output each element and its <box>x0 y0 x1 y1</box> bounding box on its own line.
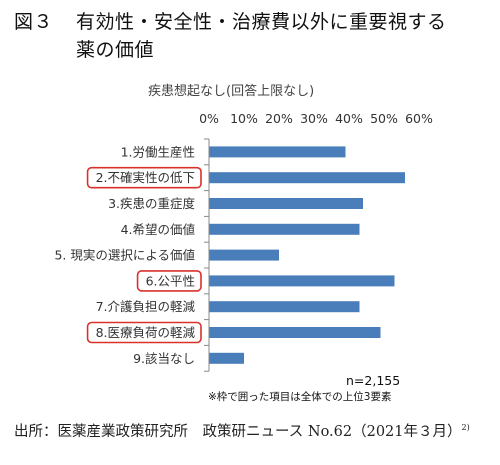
highlight-box <box>86 166 202 189</box>
sample-size-note: n=2,155 <box>346 373 401 388</box>
bar <box>209 172 405 184</box>
bar <box>209 198 363 209</box>
highlight-box <box>136 270 202 292</box>
x-tick-label: 30% <box>300 111 328 126</box>
figure-title-line1: 有効性・安全性・治療費以外に重要視する <box>76 11 447 33</box>
source-text: 出所：医薬産業政策研究所 政策研ニュース No.62（2021年３月） <box>14 423 462 440</box>
bar <box>209 249 279 261</box>
highlight-note: ※枠で囲った項目は全体での上位3要素 <box>208 391 392 403</box>
bar <box>209 301 360 313</box>
x-tick-label: 60% <box>405 111 433 126</box>
category-label: 6.公平性 <box>146 273 195 288</box>
x-tick-label: 0% <box>199 111 219 126</box>
category-label: 4.希望の価値 <box>121 222 195 237</box>
bar <box>209 223 360 235</box>
category-label: 3.疾患の重症度 <box>108 196 195 211</box>
bar <box>209 275 395 287</box>
chart-title: 疾患想起なし(回答上限なし) <box>148 84 315 99</box>
bar <box>209 352 244 364</box>
source-citation: 出所：医薬産業政策研究所 政策研ニュース No.62（2021年３月）2) <box>14 417 494 443</box>
figure-title-line2: 薬の価値 <box>76 39 155 61</box>
bar <box>209 146 346 158</box>
source-footnote-ref: 2) <box>461 423 470 432</box>
x-tick-label: 50% <box>370 111 398 126</box>
category-label: 9.該当なし <box>133 351 195 366</box>
x-tick-label: 40% <box>335 111 363 126</box>
category-label: 2.不確実性の低下 <box>96 170 195 185</box>
category-label: 5. 現実の選択による価値 <box>54 248 195 263</box>
category-label: 1.労働生産性 <box>121 144 195 159</box>
x-tick-label: 10% <box>230 111 258 126</box>
category-label: 8.医療負荷の軽減 <box>96 325 196 340</box>
category-label: 7.介護負担の軽減 <box>96 299 196 314</box>
highlight-box <box>86 321 202 344</box>
bar <box>209 327 381 338</box>
x-tick-label: 20% <box>265 111 293 126</box>
figure-label: 図３ <box>14 11 54 33</box>
figure-title: 図３ 有効性・安全性・治療費以外に重要視する 薬の価値 <box>14 8 447 64</box>
